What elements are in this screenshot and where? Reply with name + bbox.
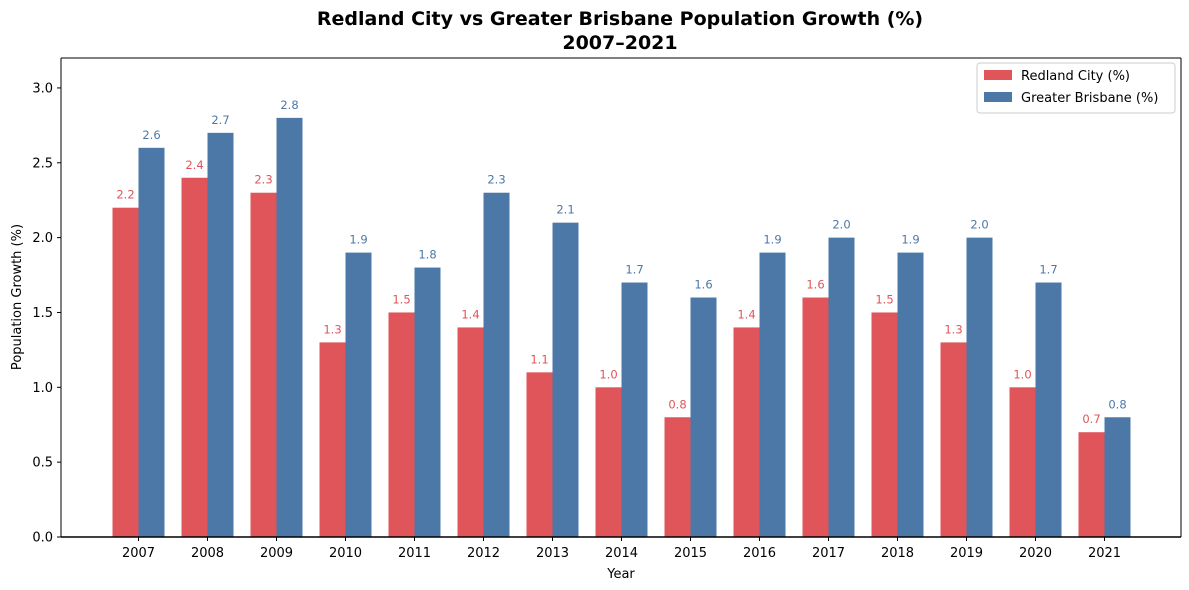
bar-redland-2013 [526, 372, 553, 537]
bar-redland-2014 [595, 387, 622, 537]
bar-brisbane-2018 [897, 252, 924, 537]
x-tick-label-2021: 2021 [1088, 546, 1121, 561]
data-label-redland-2016: 1.4 [737, 307, 755, 321]
data-label-brisbane-2020: 1.7 [1039, 263, 1057, 277]
x-tick-label-2016: 2016 [743, 546, 776, 561]
data-label-brisbane-2007: 2.6 [142, 128, 160, 142]
bar-brisbane-2020 [1035, 282, 1062, 537]
bar-redland-2018 [871, 312, 898, 537]
data-label-redland-2007: 2.2 [116, 188, 134, 202]
data-label-brisbane-2014: 1.7 [625, 263, 643, 277]
data-label-brisbane-2011: 1.8 [418, 248, 436, 262]
legend-box [976, 62, 1176, 114]
bar-brisbane-2012 [483, 192, 510, 537]
y-tick-label-1.5: 1.5 [32, 306, 53, 321]
bar-redland-2010 [319, 342, 346, 537]
legend-label-redland: Redland City (%) [1021, 69, 1130, 84]
x-axis-label: Year [606, 567, 635, 582]
x-tick-label-2017: 2017 [812, 546, 845, 561]
data-label-brisbane-2019: 2.0 [970, 218, 988, 232]
bar-brisbane-2013 [552, 222, 579, 537]
bar-brisbane-2021 [1104, 417, 1131, 537]
data-label-redland-2009: 2.3 [254, 173, 272, 187]
data-label-brisbane-2012: 2.3 [487, 173, 505, 187]
chart-subtitle: 2007–2021 [562, 32, 677, 54]
bar-redland-2017 [802, 297, 829, 537]
data-label-brisbane-2021: 0.8 [1108, 397, 1126, 411]
x-tick-label-2009: 2009 [260, 546, 293, 561]
x-tick-label-2012: 2012 [467, 546, 500, 561]
bar-brisbane-2017 [828, 237, 855, 537]
bar-brisbane-2007 [138, 147, 165, 537]
x-tick-label-2018: 2018 [881, 546, 914, 561]
bar-brisbane-2014 [621, 282, 648, 537]
data-label-redland-2008: 2.4 [185, 158, 203, 172]
bar-redland-2016 [733, 327, 760, 537]
plot-area: 2.2 2.4 2.3 1.3 1.5 1.4 1.1 1.0 0.8 1.4 1.6 1.5 1.3 1… [32, 57, 1182, 561]
bar-redland-2007 [112, 207, 139, 537]
chart-title: Redland City vs Greater Brisbane Populat… [317, 8, 923, 30]
bar-redland-2009 [250, 192, 277, 537]
bar-brisbane-2016 [759, 252, 786, 537]
bar-redland-2021 [1078, 432, 1105, 537]
x-tick-label-2013: 2013 [536, 546, 569, 561]
y-tick-label-0.5: 0.5 [32, 456, 53, 471]
y-tick-label-2.5: 2.5 [32, 156, 53, 171]
x-tick-label-2019: 2019 [950, 546, 983, 561]
bar-redland-2012 [457, 327, 484, 537]
data-label-redland-2020: 1.0 [1013, 367, 1031, 381]
bar-brisbane-2008 [207, 132, 234, 537]
x-tick-label-2015: 2015 [674, 546, 707, 561]
data-label-redland-2017: 1.6 [806, 278, 824, 292]
data-label-brisbane-2016: 1.9 [763, 233, 781, 247]
x-tick-label-2011: 2011 [398, 546, 431, 561]
x-tick-label-2010: 2010 [329, 546, 362, 561]
data-label-brisbane-2013: 2.1 [556, 203, 574, 217]
legend-label-brisbane: Greater Brisbane (%) [1021, 91, 1158, 106]
data-label-brisbane-2009: 2.8 [280, 98, 298, 112]
bar-redland-2011 [388, 312, 415, 537]
data-label-brisbane-2010: 1.9 [349, 233, 367, 247]
bar-brisbane-2015 [690, 297, 717, 537]
legend-swatch-redland [984, 70, 1012, 80]
data-label-brisbane-2008: 2.7 [211, 113, 229, 127]
data-label-brisbane-2015: 1.6 [694, 278, 712, 292]
y-tick-label-1.0: 1.0 [32, 381, 53, 396]
data-label-redland-2010: 1.3 [323, 322, 341, 336]
bar-redland-2019 [940, 342, 967, 537]
data-label-redland-2012: 1.4 [461, 307, 479, 321]
y-tick-label-2.0: 2.0 [32, 231, 53, 246]
bar-brisbane-2010 [345, 252, 372, 537]
x-tick-label-2008: 2008 [191, 546, 224, 561]
legend-swatch-brisbane [984, 92, 1012, 102]
data-label-redland-2011: 1.5 [392, 292, 410, 306]
y-tick-label-0.0: 0.0 [32, 531, 53, 546]
data-label-brisbane-2017: 2.0 [832, 218, 850, 232]
y-axis-label: Population Growth (%) [10, 224, 25, 370]
bar-redland-2020 [1009, 387, 1036, 537]
bar-brisbane-2011 [414, 267, 441, 537]
x-tick-label-2007: 2007 [122, 546, 155, 561]
bar-brisbane-2019 [966, 237, 993, 537]
x-tick-label-2014: 2014 [605, 546, 638, 561]
bar-redland-2015 [664, 417, 691, 537]
data-label-redland-2015: 0.8 [668, 397, 686, 411]
x-tick-label-2020: 2020 [1019, 546, 1052, 561]
data-label-redland-2019: 1.3 [944, 322, 962, 336]
bar-brisbane-2009 [276, 117, 303, 537]
data-label-redland-2018: 1.5 [875, 292, 893, 306]
data-label-brisbane-2018: 1.9 [901, 233, 919, 247]
bar-redland-2008 [181, 177, 208, 537]
y-tick-label-3.0: 3.0 [32, 81, 53, 96]
data-label-redland-2013: 1.1 [530, 352, 548, 366]
data-label-redland-2021: 0.7 [1082, 412, 1100, 426]
data-label-redland-2014: 1.0 [599, 367, 617, 381]
